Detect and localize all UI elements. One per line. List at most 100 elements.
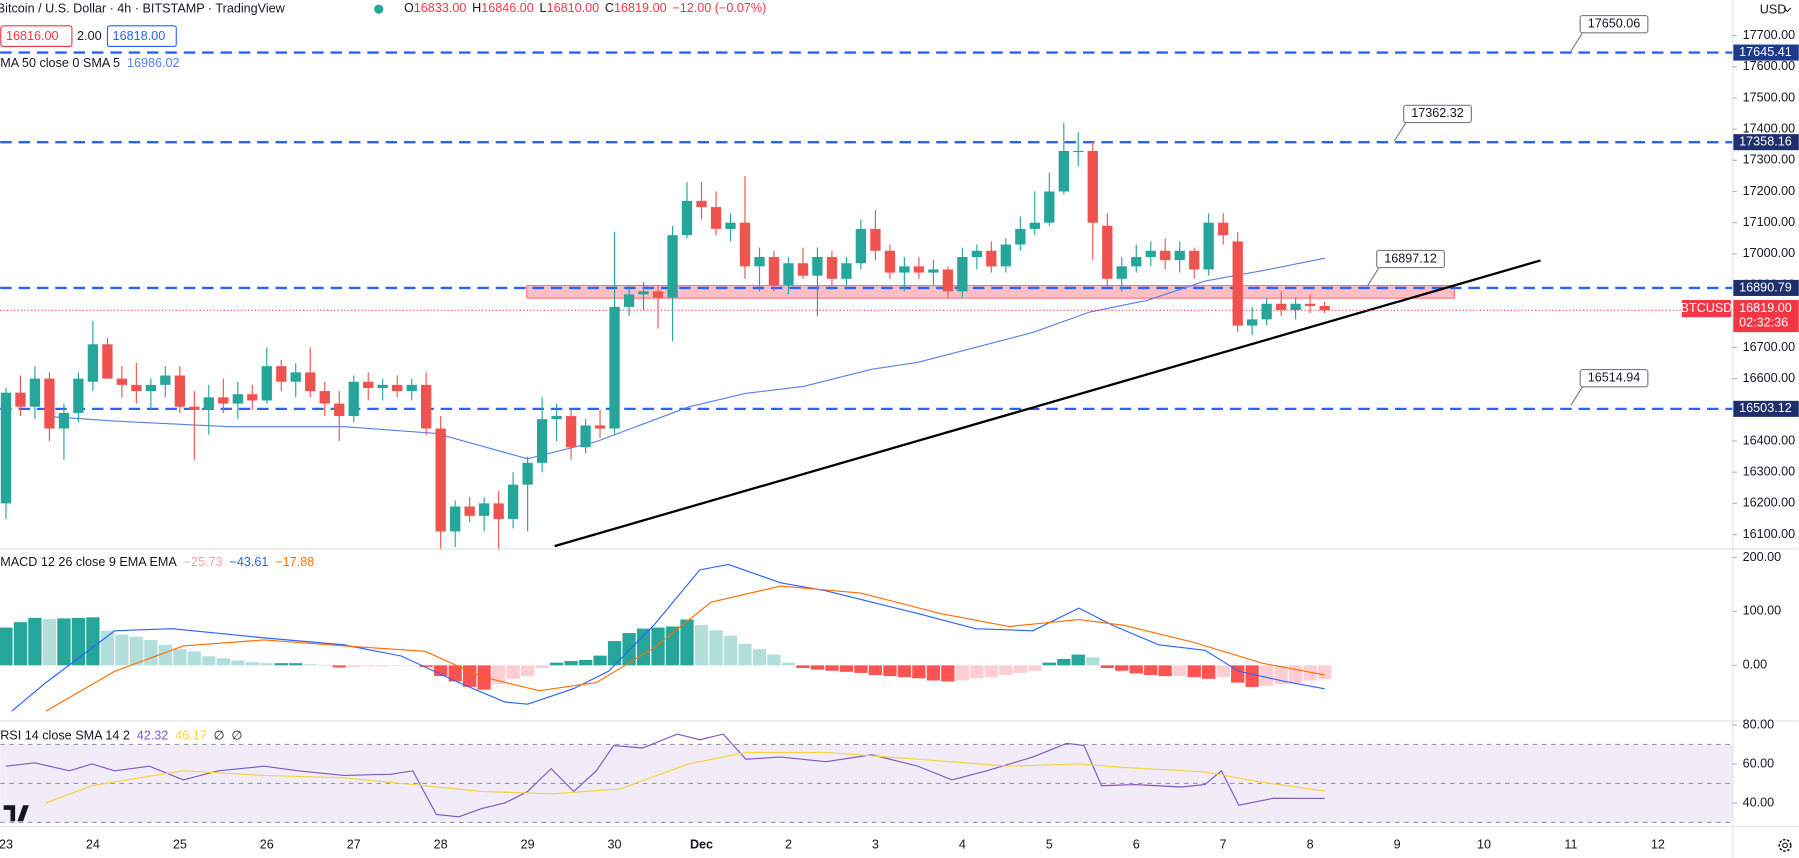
ma-legend-value: 16986.02 [127,57,180,71]
gear-inner[interactable] [1782,842,1788,849]
candle-body [1203,222,1214,270]
ohlc-key: C [605,2,614,16]
candle-body [1261,303,1272,320]
ma-legend-title: MA 50 close 0 SMA 5 [0,57,120,71]
candle-body [1218,222,1229,236]
bid-box[interactable] [0,25,73,48]
macd-histogram-bar [709,630,723,666]
y-tick-label: 80.00 [1743,717,1775,731]
currency-chevron[interactable] [1783,7,1792,13]
level-tag [1733,279,1799,296]
rsi-line [5,733,1325,818]
macd-histogram-bar [752,649,767,666]
candle-body [551,416,562,420]
macd-histogram-bar [347,665,361,667]
ask-box[interactable] [106,25,177,48]
candle-body [507,484,519,519]
candle-body [1232,241,1243,326]
candle-body [15,392,26,407]
candle-body [435,428,446,532]
ma-legend: MA 50 close 0 SMA 5 16986.02 [0,57,179,71]
last-price-tag [1733,300,1799,333]
y-tick-label: 17300.00 [1743,153,1796,167]
currency[interactable]: USD [1760,3,1787,17]
callout-box [1579,14,1649,34]
x-tick-label: 2 [785,838,792,852]
macd-histogram-bar [173,649,187,666]
spread: 2.00 [77,29,102,43]
macd-histogram-bar [984,665,998,678]
y-tick-label: 16200.00 [1743,496,1796,510]
level-tag [1733,400,1799,417]
tv-logo[interactable] [3,805,29,822]
candle-body [638,291,649,295]
candle-body [928,269,939,273]
candle-body [73,378,84,413]
ohlc-key: L [540,2,547,16]
market-status[interactable] [374,4,384,14]
macd-histogram-bar [71,617,86,666]
candle-body [87,344,99,382]
candle-body [1058,150,1069,192]
macd-histogram-bar [883,665,897,677]
candle-body [58,412,70,429]
candle-body [565,416,577,448]
candle-body [203,397,214,410]
ohlc-value: 16833.00 [414,2,467,16]
macd-histogram-bar [767,654,781,666]
macd-legend-value: −25.73 [184,556,223,570]
candle-body [44,378,55,429]
macd-histogram-bar [622,632,636,666]
rsi-legend-extra: ∅ [232,729,243,743]
level-tag [1733,134,1799,151]
macd-histogram-bar [405,665,419,666]
x-tick-label: 5 [1046,838,1053,852]
trendline [554,259,1541,548]
candle-body [812,256,823,276]
callout-label: 17650.06 [1588,17,1641,31]
macd-histogram-bar [245,662,259,666]
logo-mark[interactable] [3,805,29,822]
macd-histogram-bar [868,665,883,676]
level-tag [1733,44,1799,61]
macd-histogram-bar [1260,665,1274,686]
candle-body [1319,305,1330,311]
macd-histogram-bar [1057,658,1071,666]
macd-histogram-bar [216,658,230,666]
settings-gear[interactable] [1778,838,1792,852]
macd-histogram-bar [941,665,955,682]
candle-body [189,406,200,410]
x-tick-label: 6 [1133,838,1140,852]
candle-body [913,266,925,273]
macd-histogram-bar [810,665,825,670]
candle-body [174,375,185,407]
y-tick-label: 17500.00 [1743,90,1796,104]
callout-pointer [1367,267,1380,287]
macd-histogram-bar [1129,665,1143,674]
candle-body [580,425,591,448]
ohlc-change: −12.00 (−0.07%) [672,2,766,16]
symbol-title[interactable]: Bitcoin / U.S. Dollar · 4h · BITSTAMP · … [0,2,286,16]
macd-histogram-bar [231,660,245,666]
macd-histogram-bar [1100,665,1114,669]
macd-legend-value: −43.61 [230,556,269,570]
macd-histogram-bar [593,655,607,666]
candle-body [1116,266,1127,279]
macd-histogram-bar [260,663,274,666]
macd-histogram-bar [781,662,796,666]
y-tick-label: 100.00 [1743,604,1782,618]
macd-histogram-bar [1288,665,1303,684]
gear-outer[interactable] [1778,838,1792,852]
x-tick-label: 24 [86,838,100,852]
candle-body [290,372,301,382]
rsi-legend-title: RSI 14 close SMA 14 2 [0,729,130,743]
ma-line [45,257,1325,460]
macd-histogram-bar [57,618,71,666]
candle-body [739,222,751,267]
macd-histogram-bar [1158,665,1172,677]
macd-histogram-bar [115,634,129,666]
macd-histogram-bar [1231,665,1245,683]
candle-body [681,200,693,236]
candle-body [884,250,896,273]
macd-histogram-bar [549,662,564,666]
